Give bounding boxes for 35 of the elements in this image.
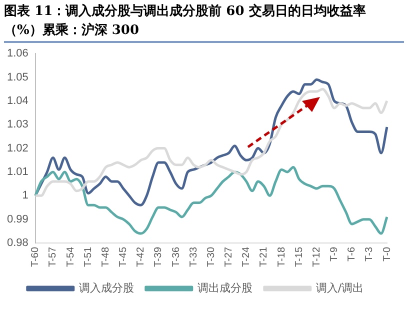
x-tick-label: T-54 (65, 246, 76, 268)
y-tick-label: 0.98 (6, 237, 28, 250)
y-tick-label: 1.01 (6, 166, 28, 178)
legend-label: 调入/调出 (316, 281, 364, 294)
x-tick-label: T-33 (188, 246, 200, 268)
x-tick-label: T-51 (82, 246, 94, 268)
x-tick-label: T-60 (30, 246, 42, 268)
x-tick-label: T-18 (276, 246, 288, 268)
x-tick-label: T-42 (136, 246, 147, 268)
x-tick-label: T-39 (153, 246, 164, 268)
x-tick-label: T-30 (206, 246, 217, 268)
y-tick-label: 1.05 (6, 71, 28, 84)
legend-label: 调入成分股 (78, 281, 134, 294)
y-tick-label: 1.04 (6, 94, 28, 107)
y-tick-label: 0.99 (6, 213, 28, 226)
line-series (34, 166, 388, 235)
x-tick-label: T-24 (241, 246, 252, 268)
y-tick-label: 1.06 (6, 48, 28, 60)
x-tick-label: T-27 (224, 246, 235, 268)
x-tick-label: T-3 (364, 246, 376, 262)
y-tick-label: 1.02 (6, 142, 28, 154)
y-tick-label: 1.03 (6, 118, 28, 131)
chart-title: 图表 11：调入成分股与调出成分股前 60 交易日的日均收益率（%）累乘：沪深 300 (4, 2, 404, 43)
x-tick-label: T-12 (311, 246, 322, 268)
legend-label: 调出成分股 (197, 281, 252, 294)
x-tick-label: T-15 (294, 246, 305, 268)
x-tick-label: T-6 (346, 246, 358, 262)
x-tick-label: T-9 (329, 246, 340, 262)
x-tick-label: T-21 (258, 246, 270, 268)
x-tick-label: T-48 (100, 246, 112, 268)
x-tick-label: T-36 (170, 246, 182, 268)
x-tick-label: T-45 (118, 246, 130, 268)
x-tick-label: T-0 (382, 246, 393, 262)
x-tick-label: T-57 (48, 246, 59, 268)
y-tick-label: 1 (22, 190, 28, 202)
